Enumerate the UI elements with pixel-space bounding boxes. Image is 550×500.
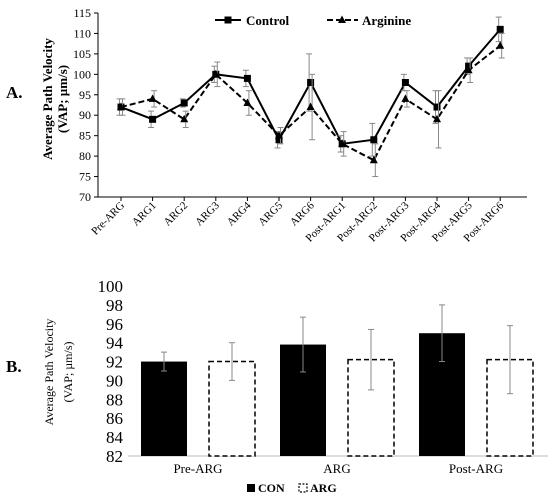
line-chart-x-tick-label: ARG5: [256, 199, 285, 228]
bar-chart-y-tick-label: 88: [106, 390, 123, 409]
line-chart-y-tick-label: 105: [73, 47, 91, 61]
line-chart-x-tick-label: Pre-ARG: [89, 200, 127, 238]
line-chart-y-tick-label: 70: [79, 190, 91, 204]
line-chart-point-arginine: [433, 114, 441, 123]
line-chart-point-arginine: [401, 94, 410, 102]
line-chart-y-tick-label: 90: [79, 108, 91, 122]
line-chart-y-tick-label: 75: [79, 170, 91, 184]
line-chart-point-arginine: [306, 102, 315, 111]
bar-chart-y-tick-label: 86: [106, 409, 123, 428]
line-chart-point-arginine: [496, 41, 505, 49]
bar-chart-x-tick-label: Post-ARG: [449, 461, 503, 476]
line-chart-point-control: [243, 74, 251, 82]
line-chart-point-control: [433, 103, 441, 111]
line-chart-point-control: [307, 79, 315, 87]
line-chart-point-arginine: [180, 114, 189, 123]
line-chart-point-arginine: [338, 139, 347, 147]
bar-chart-y-tick-label: 82: [106, 447, 123, 466]
bar-chart-x-tick-label: Pre-ARG: [173, 461, 222, 476]
line-chart-y-tick-label: 100: [73, 67, 91, 81]
line-chart-x-tick-label: ARG1: [130, 200, 159, 229]
line-chart-point-arginine: [275, 131, 283, 139]
bar-chart-y-tick-label: 92: [106, 353, 123, 372]
bar-chart-legend-swatch-con: [247, 484, 255, 492]
bar-chart: Average Path Velocity (VAP; µm/s) 828486…: [42, 277, 548, 495]
line-chart-series-control: [120, 28, 501, 145]
line-chart-point-control: [370, 136, 378, 144]
line-chart-point-control: [496, 25, 504, 33]
line-chart-y-tick-label: 85: [79, 129, 91, 143]
bar-chart-y-tick-label: 84: [106, 428, 124, 447]
line-chart-ylabel-line1: Average Path Velocity: [40, 38, 55, 160]
line-chart-x-tick-label: ARG4: [225, 199, 254, 228]
line-chart-point-arginine: [211, 69, 220, 78]
bar-chart-legend-label-con: CON: [258, 481, 285, 495]
panel-a-label: A.: [6, 83, 23, 102]
bar-chart-y-tick-label: 96: [106, 315, 123, 334]
line-chart-x-tick-label: ARG3: [193, 199, 222, 228]
line-chart-x-tick-label: ARG2: [162, 200, 191, 229]
line-chart-legend-label-arginine: Arginine: [362, 13, 411, 28]
line-chart-point-arginine: [464, 65, 473, 74]
line-chart-point-control: [149, 115, 157, 123]
bar-chart-legend-label-arg: ARG: [310, 481, 337, 495]
line-chart-legend-marker-arginine: [338, 15, 346, 23]
line-chart-point-arginine: [243, 98, 252, 106]
line-chart-y-tick-label: 95: [79, 88, 91, 102]
line-chart-y-tick-label: 110: [73, 26, 91, 40]
panel-b-label: B.: [6, 357, 22, 376]
line-chart-point-control: [401, 79, 409, 87]
line-chart-point-arginine: [148, 94, 157, 102]
line-chart-y-tick-label: 115: [73, 6, 91, 20]
line-chart-point-arginine: [117, 102, 125, 111]
line-chart-x-tick-label: ARG6: [288, 199, 317, 228]
line-chart-y-tick-label: 80: [79, 149, 91, 163]
bar-chart-y-tick-label: 90: [106, 371, 123, 390]
bar-chart-y-tick-label: 98: [106, 296, 123, 315]
line-chart-legend-label-control: Control: [246, 13, 289, 28]
bar-chart-y-tick-label: 100: [98, 277, 124, 296]
line-chart: Average Path Velocity (VAP; µm/s) 70 75 80…: [40, 6, 527, 244]
bar-chart-legend-swatch-arg: [298, 483, 308, 493]
bar-chart-y-tick-label: 94: [106, 334, 124, 353]
bar-chart-bar-con: [141, 361, 187, 456]
bar-chart-x-tick-label: ARG: [323, 461, 350, 476]
line-chart-point-control: [275, 136, 283, 144]
line-chart-ylabel-line2: (VAP; µm/s): [55, 65, 70, 133]
bar-chart-ylabel-line2: (VAP; µm/s): [61, 341, 75, 402]
line-chart-point-arginine: [369, 155, 378, 164]
line-chart-point-control: [180, 99, 188, 107]
bar-chart-ylabel-line1: Average Path Velocity: [42, 319, 56, 426]
line-chart-legend-marker-control: [224, 16, 232, 24]
